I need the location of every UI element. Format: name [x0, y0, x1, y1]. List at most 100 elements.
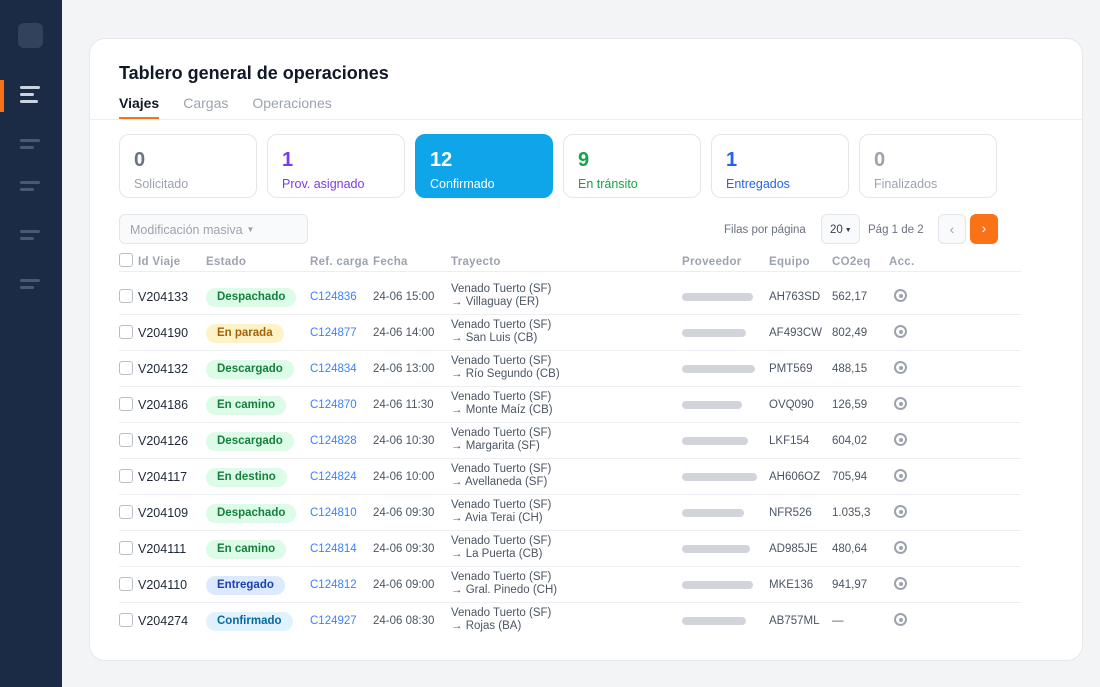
col-ref[interactable]: Ref. carga — [310, 256, 369, 268]
row-checkbox[interactable] — [119, 325, 133, 339]
select-all-checkbox[interactable] — [119, 253, 133, 267]
stat-card[interactable]: 1 Prov. asignado — [267, 134, 405, 198]
col-route[interactable]: Trayecto — [451, 256, 501, 268]
tab-operaciones[interactable]: Operaciones — [252, 95, 332, 111]
stat-card[interactable]: 9 En tránsito — [563, 134, 701, 198]
provider-placeholder — [682, 365, 755, 373]
table-row[interactable]: V204133 Despachado C124836 24-06 15:00 Venad… — [119, 279, 1021, 315]
load-ref-link[interactable]: C124836 — [310, 291, 357, 303]
tabs-divider — [90, 119, 1082, 120]
nav-item-1[interactable] — [20, 86, 42, 108]
table-row[interactable]: V204274 Confirmado C124927 24-06 08:30 Venad… — [119, 603, 1021, 639]
row-checkbox[interactable] — [119, 433, 133, 447]
logo[interactable] — [18, 23, 43, 48]
load-ref-link[interactable]: C124824 — [310, 471, 357, 483]
stat-card[interactable]: 0 Finalizados — [859, 134, 997, 198]
table-row[interactable]: V204126 Descargado C124828 24-06 10:30 Venad… — [119, 423, 1021, 459]
radio-action-icon[interactable] — [894, 325, 907, 338]
stat-count: 0 — [874, 149, 886, 171]
radio-action-icon[interactable] — [894, 361, 907, 374]
active-nav-indicator — [0, 80, 4, 112]
col-provider[interactable]: Proveedor — [682, 256, 742, 268]
trip-id[interactable]: V204132 — [138, 362, 189, 376]
nav-item-3[interactable] — [20, 181, 42, 203]
rows-per-page-select[interactable]: 20 ▼ — [821, 214, 860, 244]
table-row[interactable]: V204111 En camino C124814 24-06 09:30 Venado… — [119, 531, 1021, 567]
trip-route: Venado Tuerto (SF) → San Luis (CB) — [451, 319, 551, 345]
tab-viajes[interactable]: Viajes — [119, 95, 160, 119]
table-row[interactable]: V204132 Descargado C124834 24-06 13:00 Venad… — [119, 351, 1021, 387]
provider-placeholder — [682, 293, 753, 301]
stat-label: Prov. asignado — [282, 177, 365, 191]
provider-placeholder — [682, 473, 757, 481]
stat-card[interactable]: 0 Solicitado — [119, 134, 257, 198]
trip-id[interactable]: V204190 — [138, 326, 189, 340]
table-row[interactable]: V204110 Entregado C124812 24-06 09:00 Venado… — [119, 567, 1021, 603]
stat-count: 12 — [430, 149, 453, 171]
radio-action-icon[interactable] — [894, 433, 907, 446]
col-date[interactable]: Fecha — [373, 256, 408, 268]
row-checkbox[interactable] — [119, 289, 133, 303]
status-badge: Confirmado — [206, 612, 293, 631]
col-status[interactable]: Estado — [206, 256, 247, 268]
row-checkbox[interactable] — [119, 577, 133, 591]
stat-card[interactable]: 1 Entregados — [711, 134, 849, 198]
mass-edit-label: Modificación masiva — [130, 223, 243, 237]
trip-id[interactable]: V204117 — [138, 470, 188, 484]
row-checkbox[interactable] — [119, 397, 133, 411]
table-row[interactable]: V204186 En camino C124870 24-06 11:30 Venado… — [119, 387, 1021, 423]
prev-page-button[interactable]: ‹ — [938, 214, 966, 244]
next-page-button[interactable]: › — [970, 214, 998, 244]
mass-edit-select[interactable]: Modificación masiva ▼ — [119, 214, 308, 244]
load-ref-link[interactable]: C124834 — [310, 363, 357, 375]
route-origin: Venado Tuerto (SF) — [451, 463, 552, 475]
load-ref-link[interactable]: C124810 — [310, 507, 357, 519]
load-ref-link[interactable]: C124870 — [310, 399, 357, 411]
radio-action-icon[interactable] — [894, 505, 907, 518]
load-ref-link[interactable]: C124877 — [310, 327, 357, 339]
radio-action-icon[interactable] — [894, 289, 907, 302]
radio-action-icon[interactable] — [894, 541, 907, 554]
stat-label: Entregados — [726, 177, 790, 191]
radio-action-icon[interactable] — [894, 469, 907, 482]
row-checkbox[interactable] — [119, 613, 133, 627]
stat-count: 0 — [134, 149, 146, 171]
trip-id[interactable]: V204133 — [138, 290, 189, 304]
load-ref-link[interactable]: C124812 — [310, 579, 357, 591]
row-checkbox[interactable] — [119, 469, 133, 483]
col-co2[interactable]: CO2eq — [832, 256, 871, 268]
radio-action-icon[interactable] — [894, 397, 907, 410]
radio-action-icon[interactable] — [894, 613, 907, 626]
tab-cargas[interactable]: Cargas — [183, 95, 229, 111]
nav-item-5[interactable] — [20, 279, 42, 301]
table-row[interactable]: V204190 En parada C124877 24-06 14:00 Venado… — [119, 315, 1021, 351]
load-ref-link[interactable]: C124927 — [310, 615, 357, 627]
load-ref-link[interactable]: C124814 — [310, 543, 357, 555]
stat-label: En tránsito — [578, 177, 638, 191]
col-id[interactable]: Id Viaje — [138, 256, 181, 268]
trip-route: Venado Tuerto (SF) → Margarita (SF) — [451, 427, 551, 453]
route-destination: → Avellaneda (SF) — [451, 476, 548, 488]
trip-id[interactable]: V204111 — [138, 542, 187, 556]
trip-id[interactable]: V204109 — [138, 506, 189, 520]
route-origin: Venado Tuerto (SF) — [451, 283, 552, 295]
co2-value: 488,15 — [832, 363, 868, 375]
trip-id[interactable]: V204186 — [138, 398, 189, 412]
row-checkbox[interactable] — [119, 361, 133, 375]
trip-id[interactable]: V204274 — [138, 614, 189, 628]
nav-item-4[interactable] — [20, 230, 42, 252]
row-checkbox[interactable] — [119, 505, 133, 519]
col-equipment[interactable]: Equipo — [769, 256, 810, 268]
nav-item-2[interactable] — [20, 139, 42, 161]
co2-value: 126,59 — [832, 399, 868, 411]
table-row[interactable]: V204117 En destino C124824 24-06 10:00 Venad… — [119, 459, 1021, 495]
trip-date: 24-06 13:00 — [373, 363, 435, 375]
table-row[interactable]: V204109 Despachado C124810 24-06 09:30 Venad… — [119, 495, 1021, 531]
trip-date: 24-06 09:30 — [373, 543, 435, 555]
load-ref-link[interactable]: C124828 — [310, 435, 357, 447]
row-checkbox[interactable] — [119, 541, 133, 555]
trip-id[interactable]: V204126 — [138, 434, 189, 448]
stat-card[interactable]: 12 Confirmado — [415, 134, 553, 198]
radio-action-icon[interactable] — [894, 577, 907, 590]
trip-id[interactable]: V204110 — [138, 578, 188, 592]
